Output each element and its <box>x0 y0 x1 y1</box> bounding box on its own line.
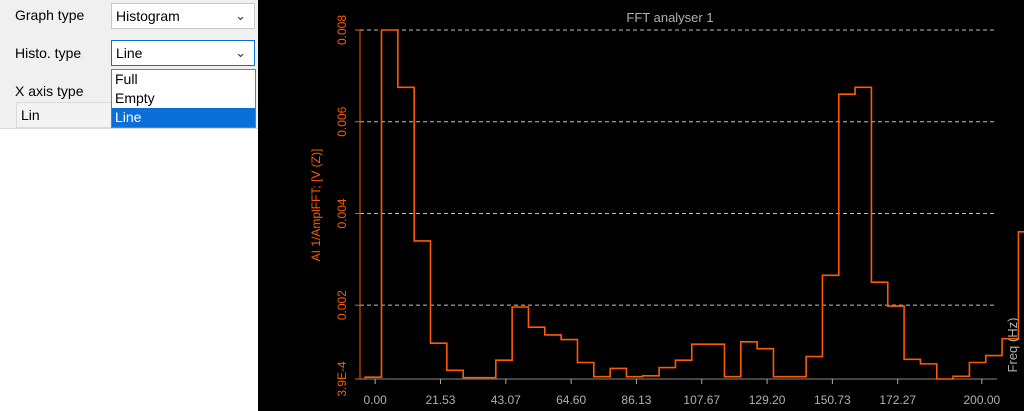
dropdown-option-full[interactable]: Full <box>115 71 138 87</box>
histo-type-select[interactable]: Line ⌄ <box>111 40 255 66</box>
y-tick-label: 0.002 <box>335 290 349 320</box>
x-tick-label: 43.07 <box>491 393 521 407</box>
x-tick-label: 64.60 <box>556 393 586 407</box>
histogram-series <box>364 29 1024 380</box>
graph-type-value: Histogram <box>116 8 180 24</box>
x-tick-label: 86.13 <box>621 393 651 407</box>
x-tick-label: 107.67 <box>683 393 720 407</box>
y-tick-label: 0.004 <box>335 198 349 228</box>
x-tick-label: 150.73 <box>814 393 851 407</box>
x-tick-label: 200.00 <box>963 393 1000 407</box>
y-tick-label: 0.008 <box>335 15 349 45</box>
dropdown-option-line[interactable]: Line <box>112 108 255 127</box>
x-tick-label: 0.00 <box>363 393 387 407</box>
y-axis-label: AI 1/AmplFFT; [V (Z)] <box>309 149 323 262</box>
fft-chart: FFT analyser 1 3.9E-4 0.002 0.004 0.006 0.008… <box>258 0 1024 411</box>
chart-canvas: FFT analyser 13.9E-40.0020.0040.0060.008… <box>309 10 1024 407</box>
histo-type-dropdown: Full Empty Line <box>111 69 256 128</box>
chevron-down-icon: ⌄ <box>235 8 246 23</box>
x-tick-label: 21.53 <box>425 393 455 407</box>
x-axis-type-value: Lin <box>21 107 40 123</box>
x-axis-type-label: X axis type <box>15 83 84 99</box>
histo-type-label: Histo. type <box>15 45 82 61</box>
histo-type-value: Line <box>116 45 143 61</box>
x-axis-label: Freq (Hz) <box>1005 318 1020 373</box>
x-tick-label: 129.20 <box>749 393 786 407</box>
graph-type-select[interactable]: Histogram ⌄ <box>111 3 255 29</box>
y-tick-label: 0.006 <box>335 106 349 136</box>
chevron-down-icon: ⌄ <box>235 45 246 60</box>
y-tick-label: 3.9E-4 <box>335 361 349 397</box>
properties-panel: Graph type Histogram ⌄ Histo. type Line … <box>0 0 258 411</box>
graph-type-label: Graph type <box>15 7 85 23</box>
chart-title: FFT analyser 1 <box>626 10 713 25</box>
dropdown-option-empty[interactable]: Empty <box>115 90 155 106</box>
x-tick-label: 172.27 <box>879 393 916 407</box>
